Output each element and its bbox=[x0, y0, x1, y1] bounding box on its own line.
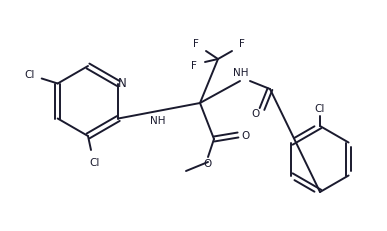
Text: Cl: Cl bbox=[24, 69, 35, 79]
Text: O: O bbox=[204, 158, 212, 168]
Text: O: O bbox=[252, 109, 260, 119]
Text: F: F bbox=[191, 61, 197, 71]
Text: Cl: Cl bbox=[315, 103, 325, 113]
Text: F: F bbox=[239, 39, 245, 49]
Text: Cl: Cl bbox=[90, 157, 100, 167]
Text: N: N bbox=[118, 77, 127, 90]
Text: NH: NH bbox=[151, 115, 166, 125]
Text: O: O bbox=[241, 131, 249, 140]
Text: NH: NH bbox=[233, 68, 249, 78]
Text: F: F bbox=[193, 39, 199, 49]
